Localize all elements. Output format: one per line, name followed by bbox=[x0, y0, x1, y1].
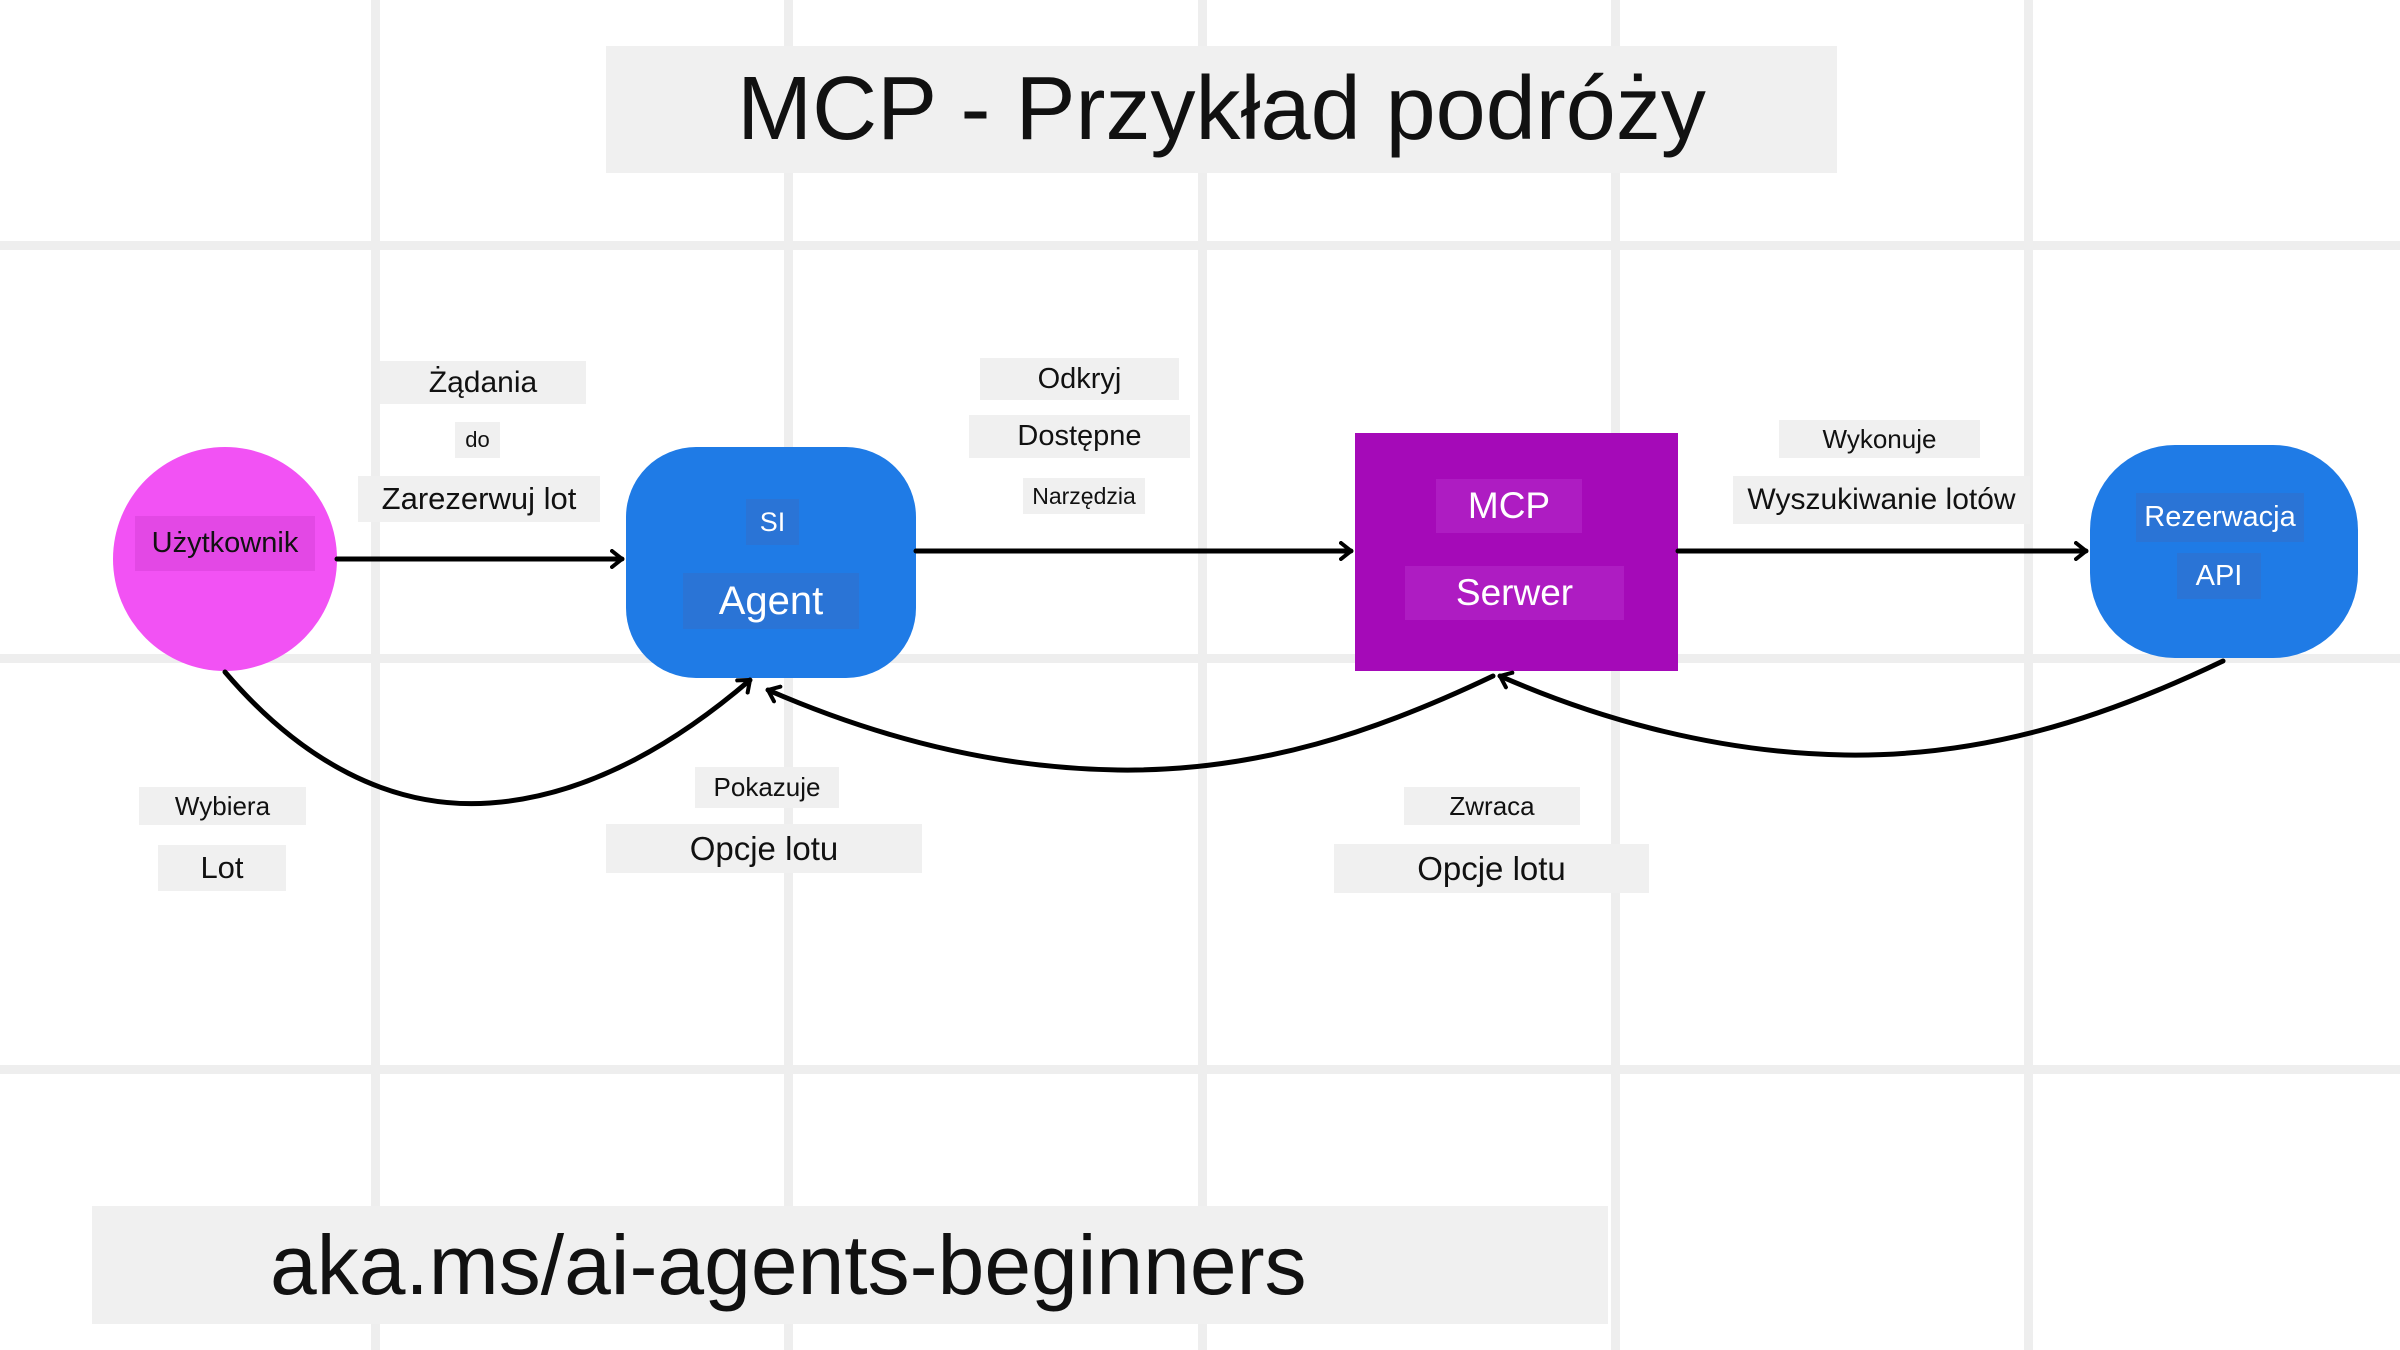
edge-label-flight-search: Wyszukiwanie lotów bbox=[1733, 476, 2030, 524]
edge-label-flight: Lot bbox=[158, 845, 286, 891]
arrow-mcp-returns-to-agent bbox=[768, 673, 1496, 773]
mcp-server-node[interactable] bbox=[1355, 433, 1678, 671]
edge-label-flight-options-mcp: Opcje lotu bbox=[1334, 844, 1649, 893]
arrow-user-selects-flight bbox=[222, 669, 753, 807]
edge-label-requests: Żądania bbox=[380, 361, 586, 404]
edge-label-discover: Odkryj bbox=[980, 358, 1179, 400]
edge-label-returns: Zwraca bbox=[1404, 787, 1580, 825]
edge-label-tools: Narzędzia bbox=[1023, 478, 1145, 514]
edge-label-shows: Pokazuje bbox=[695, 767, 839, 808]
footer-link[interactable]: aka.ms/ai-agents-beginners bbox=[270, 1217, 1307, 1312]
arrow-api-returns-to-mcp bbox=[1500, 658, 2226, 758]
edge-label-available: Dostępne bbox=[969, 415, 1190, 458]
api-node-label-booking: Rezerwacja bbox=[2136, 493, 2304, 542]
page-title: MCP - Przykład podróży bbox=[737, 59, 1706, 159]
edge-label-flight-options-agent: Opcje lotu bbox=[606, 824, 922, 873]
edge-label-book-flight: Zarezerwuj lot bbox=[358, 476, 600, 522]
agent-node-label-si: SI bbox=[746, 499, 799, 545]
mcp-node-label-server: Serwer bbox=[1405, 566, 1624, 620]
edge-label-executes: Wykonuje bbox=[1779, 420, 1980, 458]
edge-label-to: do bbox=[455, 422, 500, 458]
agent-node[interactable] bbox=[626, 447, 916, 678]
agent-node-label-agent: Agent bbox=[683, 573, 859, 629]
user-node-label: Użytkownik bbox=[135, 516, 315, 571]
footer-banner bbox=[92, 1206, 1608, 1324]
booking-api-node[interactable] bbox=[2090, 445, 2358, 658]
mcp-node-label-mcp: MCP bbox=[1436, 479, 1582, 533]
title-banner bbox=[606, 46, 1837, 173]
edge-label-selects: Wybiera bbox=[139, 787, 306, 825]
api-node-label-api: API bbox=[2177, 553, 2261, 599]
